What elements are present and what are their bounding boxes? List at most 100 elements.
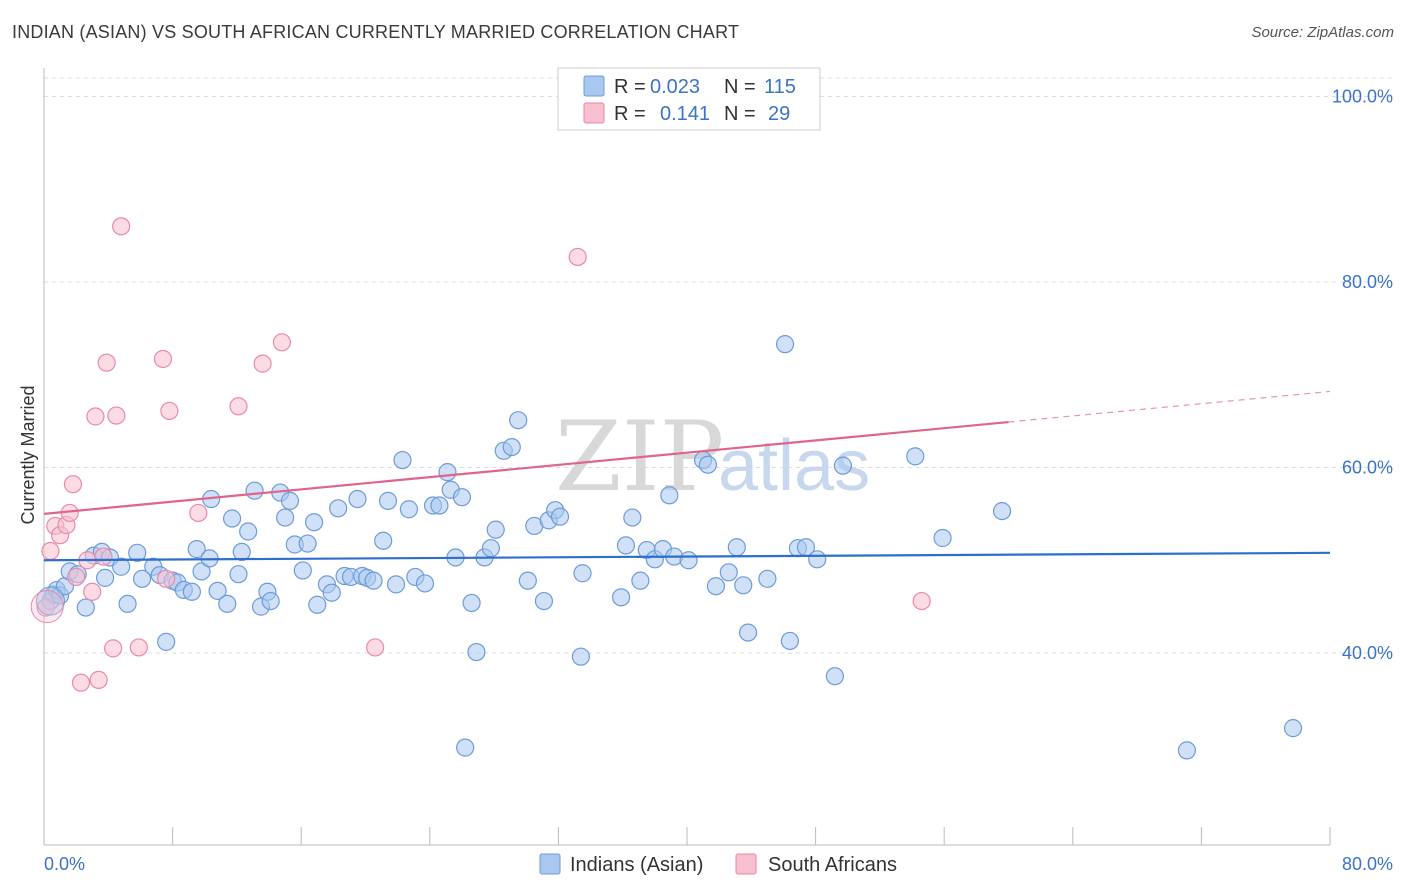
south-african-point-24 bbox=[253, 354, 272, 373]
indian-point-101 bbox=[775, 335, 795, 354]
indian-point-82 bbox=[573, 564, 592, 583]
indian-point-77 bbox=[534, 591, 554, 611]
indian-point-96 bbox=[719, 563, 738, 582]
indian-point-62 bbox=[430, 496, 449, 515]
south-african-trend-line bbox=[43, 420, 1009, 515]
south-african-point-23 bbox=[229, 397, 248, 416]
indian-point-94 bbox=[698, 455, 717, 474]
south-african-point-25 bbox=[272, 333, 292, 352]
indian-point-109 bbox=[933, 528, 952, 548]
y-tick-label: 60.0% bbox=[1342, 458, 1393, 478]
indian-point-22 bbox=[182, 582, 201, 601]
indian-point-23 bbox=[187, 540, 206, 559]
indian-point-47 bbox=[329, 499, 348, 518]
legend-n-label-1: N = bbox=[724, 76, 756, 98]
south-african-point-20 bbox=[157, 569, 176, 588]
indian-point-97 bbox=[727, 538, 746, 557]
indian-point-107 bbox=[833, 456, 853, 475]
south-african-point-8 bbox=[71, 673, 91, 692]
stats-legend: R = 0.023 N = 115 R = 0.141 N = 29 bbox=[557, 67, 821, 131]
series-label-indians: Indians (Asian) bbox=[570, 854, 703, 876]
indian-point-98 bbox=[734, 576, 753, 595]
source-credit: Source: ZipAtlas.com bbox=[1251, 24, 1394, 41]
indian-point-33 bbox=[245, 481, 264, 500]
indian-point-32 bbox=[239, 522, 258, 541]
indian-point-14 bbox=[128, 543, 147, 562]
indian-point-7 bbox=[76, 598, 95, 617]
indian-point-18 bbox=[157, 632, 176, 651]
legend-r-label-1: R = bbox=[614, 76, 646, 98]
south-african-point-7 bbox=[67, 567, 86, 587]
south-african-point-16 bbox=[107, 406, 126, 425]
series-swatch-south-africans bbox=[735, 853, 757, 875]
x-tick-label-max: 80.0% bbox=[1342, 854, 1393, 874]
indian-point-31 bbox=[232, 542, 251, 562]
indian-point-83 bbox=[611, 588, 631, 607]
indian-point-81 bbox=[571, 647, 591, 666]
south-african-point-10 bbox=[83, 582, 102, 601]
south-african-point-1 bbox=[41, 541, 60, 561]
indian-point-24 bbox=[192, 562, 211, 581]
indian-point-105 bbox=[808, 550, 827, 569]
indian-point-112 bbox=[1177, 741, 1197, 760]
indian-point-46 bbox=[322, 583, 341, 602]
indian-point-95 bbox=[706, 577, 726, 596]
indian-point-84 bbox=[616, 536, 636, 555]
indian-point-68 bbox=[467, 642, 486, 662]
indian-point-60 bbox=[415, 574, 435, 593]
indian-point-108 bbox=[906, 447, 925, 466]
indian-point-57 bbox=[393, 450, 412, 470]
indian-point-50 bbox=[348, 489, 367, 509]
y-axis-title: Currently Married bbox=[18, 385, 38, 524]
legend-r-label-2: R = bbox=[614, 103, 646, 125]
indian-point-67 bbox=[462, 593, 481, 613]
indian-point-70 bbox=[481, 539, 500, 558]
y-tick-label: 40.0% bbox=[1342, 643, 1393, 663]
south-african-point-18 bbox=[129, 638, 148, 657]
indian-point-113 bbox=[1283, 719, 1303, 738]
south-african-point-27 bbox=[568, 247, 587, 267]
indian-point-43 bbox=[304, 513, 324, 532]
legend-swatch-pink bbox=[583, 102, 605, 124]
indian-point-102 bbox=[780, 631, 799, 651]
legend-n-value-2: 29 bbox=[768, 103, 790, 125]
indian-point-100 bbox=[758, 569, 777, 588]
south-african-point-12 bbox=[89, 670, 108, 689]
indian-point-75 bbox=[518, 571, 537, 590]
indian-point-106 bbox=[825, 667, 844, 686]
indian-point-55 bbox=[378, 491, 398, 510]
legend-swatch-blue bbox=[583, 75, 605, 97]
indian-point-15 bbox=[132, 569, 152, 588]
series-label-south-africans: South Africans bbox=[768, 854, 897, 876]
south-african-point-26 bbox=[366, 638, 385, 657]
indian-point-74 bbox=[509, 411, 528, 430]
indian-point-54 bbox=[374, 531, 393, 550]
indian-point-63 bbox=[438, 463, 457, 482]
indian-point-85 bbox=[623, 508, 642, 527]
indian-point-28 bbox=[218, 594, 237, 613]
y-tick-label: 80.0% bbox=[1342, 272, 1393, 292]
indian-point-66 bbox=[452, 488, 472, 507]
south-african-point-19 bbox=[153, 349, 173, 369]
indian-point-58 bbox=[399, 500, 419, 519]
south-african-point-6 bbox=[63, 475, 83, 494]
south-african-point-17 bbox=[112, 217, 131, 236]
legend-r-value-1: 0.023 bbox=[650, 76, 700, 98]
y-tick-label: 100.0% bbox=[1332, 87, 1393, 107]
legend-n-value-1: 115 bbox=[764, 76, 796, 98]
indian-trend-line bbox=[43, 551, 1331, 562]
south-african-trend-extension bbox=[1008, 390, 1331, 423]
legend-n-label-2: N = bbox=[724, 103, 756, 125]
south-african-point-14 bbox=[97, 353, 116, 372]
trend-lines bbox=[43, 390, 1331, 562]
grid-lines bbox=[44, 77, 1392, 654]
indian-point-44 bbox=[308, 595, 327, 614]
series-swatch-indians bbox=[539, 853, 561, 875]
x-tick-label-min: 0.0% bbox=[44, 854, 85, 874]
indian-point-86 bbox=[631, 571, 650, 590]
data-points bbox=[30, 217, 1303, 760]
indian-point-90 bbox=[660, 486, 679, 505]
south-african-point-13 bbox=[94, 547, 113, 566]
south-african-point-11 bbox=[86, 407, 105, 426]
indian-point-39 bbox=[280, 491, 300, 510]
